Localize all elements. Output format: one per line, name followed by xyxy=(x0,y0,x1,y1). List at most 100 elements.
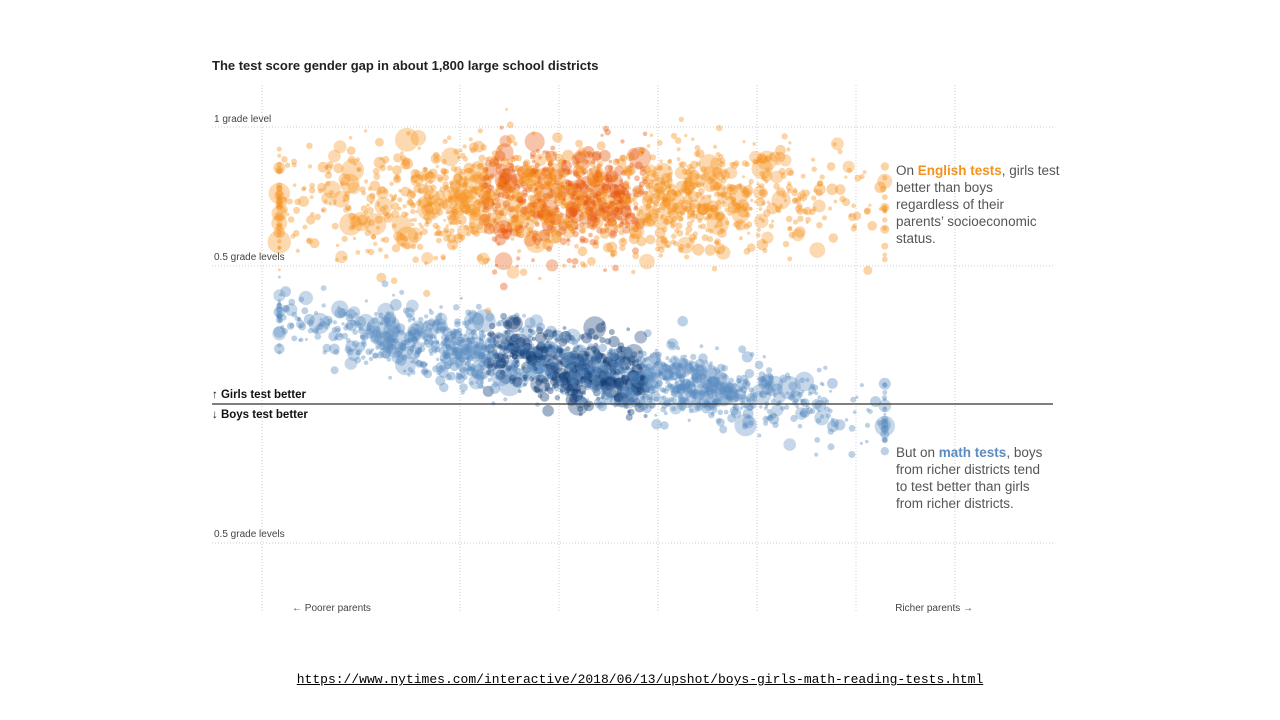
english-district-point xyxy=(538,171,548,181)
english-district-point xyxy=(429,211,436,219)
english-district-point xyxy=(403,242,411,250)
english-district-point xyxy=(390,277,398,285)
english-district-point xyxy=(661,206,666,211)
english-district-point xyxy=(427,203,432,207)
english-district-point xyxy=(363,210,368,215)
english-district-point xyxy=(500,227,507,234)
english-district-point xyxy=(593,175,600,182)
english-district-point xyxy=(502,200,511,208)
english-district-point xyxy=(534,222,540,227)
english-district-point xyxy=(547,176,553,183)
math-district-point xyxy=(626,327,630,332)
english-district-point xyxy=(267,230,291,254)
english-district-point xyxy=(383,212,394,223)
english-district-point xyxy=(406,198,414,207)
english-district-point xyxy=(688,185,695,192)
english-district-point xyxy=(717,191,733,208)
english-district-point xyxy=(596,170,603,178)
math-district-point xyxy=(460,373,466,378)
english-district-point xyxy=(688,181,695,188)
math-district-point xyxy=(690,353,697,360)
english-district-point xyxy=(468,137,473,142)
english-district-point xyxy=(442,171,447,176)
english-district-point xyxy=(635,221,640,227)
english-district-point xyxy=(778,168,786,175)
english-district-point xyxy=(586,192,595,201)
math-district-point xyxy=(733,392,743,402)
english-district-point xyxy=(844,175,848,179)
english-district-point xyxy=(649,192,661,205)
english-district-point xyxy=(500,181,512,193)
math-district-point xyxy=(319,321,326,327)
english-district-point xyxy=(606,220,613,226)
english-district-point xyxy=(587,257,596,266)
math-district-point xyxy=(738,345,747,354)
english-district-point xyxy=(376,203,380,207)
english-district-point xyxy=(382,236,390,243)
math-district-point xyxy=(361,334,367,340)
math-district-point xyxy=(577,338,581,342)
math-district-point xyxy=(475,303,482,310)
english-district-point xyxy=(309,238,320,249)
english-district-point xyxy=(678,188,685,195)
english-district-point xyxy=(483,194,497,207)
math-district-point xyxy=(657,371,663,377)
english-district-point xyxy=(545,238,551,244)
english-district-point xyxy=(553,199,558,204)
english-district-point xyxy=(487,257,491,262)
english-district-point xyxy=(538,213,544,219)
english-district-point xyxy=(733,221,740,228)
math-district-point xyxy=(591,352,602,364)
math-district-point xyxy=(764,379,770,385)
english-district-point xyxy=(705,228,710,233)
english-district-point xyxy=(532,194,537,199)
english-district-point xyxy=(544,232,548,236)
english-district-point xyxy=(682,195,693,205)
english-district-point xyxy=(596,197,601,202)
english-district-point xyxy=(542,150,547,155)
english-district-point xyxy=(882,204,888,210)
english-district-point xyxy=(467,203,477,213)
english-district-point xyxy=(391,202,400,211)
math-district-point xyxy=(805,405,810,410)
english-district-point xyxy=(634,161,643,170)
english-district-point xyxy=(557,181,568,192)
english-district-point xyxy=(400,159,411,170)
english-district-point xyxy=(531,159,536,164)
english-district-point xyxy=(445,230,452,237)
english-district-point xyxy=(485,165,498,178)
english-district-point xyxy=(677,236,694,254)
english-district-point xyxy=(648,179,654,185)
english-district-point xyxy=(502,167,510,175)
english-district-point xyxy=(668,183,676,192)
english-district-point xyxy=(742,185,754,196)
english-district-point xyxy=(761,200,766,206)
english-district-point xyxy=(704,244,716,256)
english-district-point xyxy=(575,160,580,166)
english-district-point xyxy=(617,195,624,201)
math-district-point xyxy=(434,312,448,326)
english-district-point xyxy=(367,186,373,191)
english-district-point xyxy=(324,165,329,170)
english-district-point xyxy=(780,173,787,179)
english-district-point xyxy=(816,222,823,229)
english-district-point xyxy=(347,181,361,195)
english-district-point xyxy=(749,207,753,211)
english-district-point xyxy=(275,198,283,206)
english-district-point xyxy=(621,188,630,196)
english-district-point xyxy=(437,176,444,183)
source-link[interactable]: https://www.nytimes.com/interactive/2018… xyxy=(296,672,984,687)
english-district-point xyxy=(506,222,512,228)
math-district-point xyxy=(815,417,822,424)
english-district-point xyxy=(550,174,557,182)
english-district-point xyxy=(480,182,493,195)
english-district-point xyxy=(761,231,774,244)
english-district-point xyxy=(325,180,331,187)
english-district-point xyxy=(595,169,601,175)
english-district-point xyxy=(482,215,495,228)
english-district-point xyxy=(557,191,567,200)
english-district-point xyxy=(452,173,462,184)
english-district-point xyxy=(522,205,535,218)
english-district-point xyxy=(494,213,508,226)
english-district-point xyxy=(431,194,436,199)
